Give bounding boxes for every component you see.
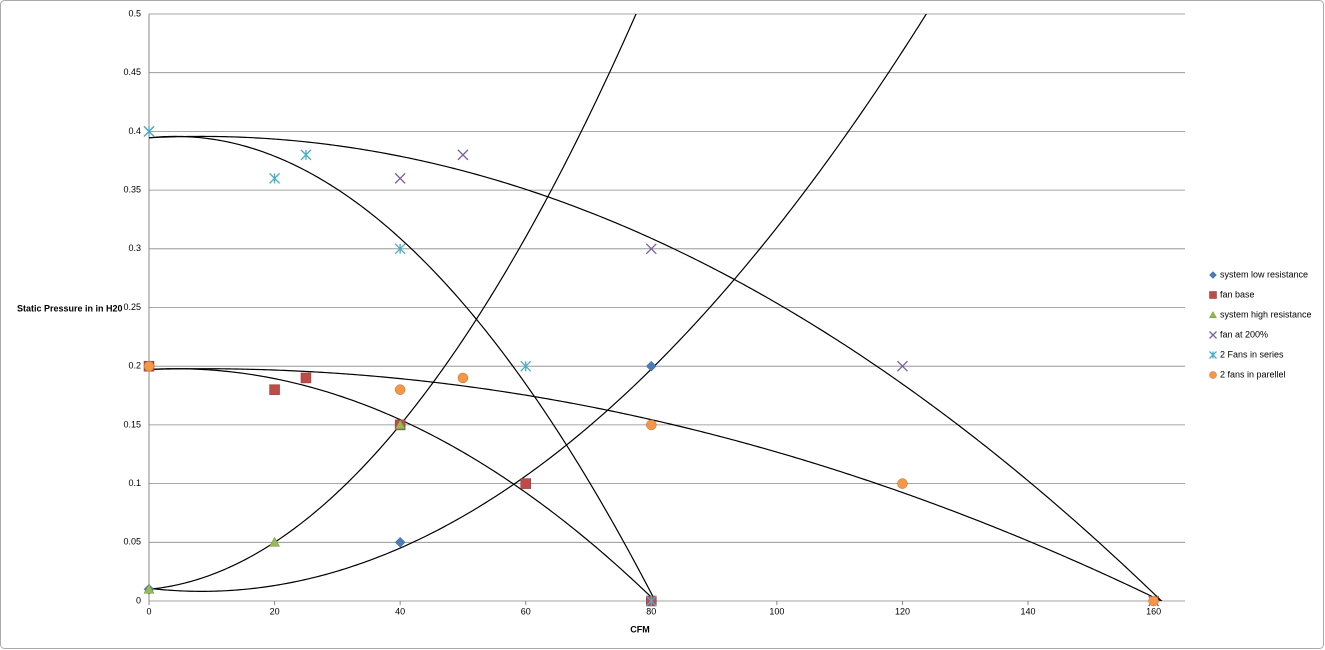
y-tick-label: 0.5 [128, 8, 141, 18]
square-marker [1209, 291, 1217, 299]
x-marker [645, 243, 657, 255]
x-tick-label: 100 [769, 606, 784, 616]
circle-marker [143, 360, 155, 372]
legend-label: fan at 200% [1220, 329, 1268, 339]
x-tick-label: 160 [1146, 606, 1161, 616]
triangle-marker [394, 419, 406, 430]
y-tick-label: 0.3 [128, 243, 141, 253]
x-tick-label: 40 [395, 606, 405, 616]
legend-label: system high resistance [1220, 309, 1312, 319]
square-marker [269, 384, 280, 395]
star-marker [269, 172, 281, 184]
circle-marker [646, 419, 657, 431]
y-axis-label: Static Pressure in in H20 [17, 303, 123, 313]
y-tick-label: 0.35 [123, 184, 141, 194]
trendline [149, 14, 927, 592]
y-tick-label: 0.25 [123, 302, 141, 312]
legend-label: system low resistance [1220, 269, 1308, 279]
diamond-marker [1209, 271, 1217, 279]
trendline [149, 368, 1163, 601]
star-marker [300, 149, 312, 161]
star-marker [645, 595, 657, 607]
circle-marker [897, 478, 908, 489]
y-tick-label: 0.45 [123, 67, 141, 77]
circle-marker [457, 372, 469, 384]
y-tick-label: 0.05 [123, 537, 141, 547]
legend-label: 2 Fans in series [1220, 349, 1284, 359]
x-marker [1209, 331, 1217, 339]
square-marker [520, 478, 531, 489]
star-marker [143, 125, 155, 137]
x-tick-label: 0 [146, 606, 151, 616]
x-tick-label: 80 [646, 606, 656, 616]
diamond-marker [645, 360, 657, 372]
x-tick-label: 60 [521, 606, 531, 616]
triangle-marker [1209, 310, 1217, 319]
y-tick-label: 0.15 [123, 419, 141, 429]
triangle-marker [269, 536, 281, 547]
trendline [149, 14, 637, 590]
x-marker [896, 360, 908, 372]
diamond-marker [394, 536, 406, 548]
trendline [149, 135, 655, 599]
trendline [149, 135, 1163, 601]
y-tick-label: 0.4 [128, 126, 141, 136]
star-marker [394, 243, 406, 255]
star-marker [1209, 351, 1217, 359]
x-tick-label: 120 [895, 606, 910, 616]
x-axis-label: CFM [630, 624, 650, 634]
x-marker [394, 172, 406, 184]
legend-label: 2 fans in parellel [1220, 369, 1286, 379]
y-tick-label: 0.1 [128, 478, 141, 488]
circle-marker [1148, 595, 1159, 607]
circle-marker [1209, 371, 1217, 379]
square-marker [300, 372, 312, 384]
y-tick-label: 0 [136, 595, 141, 605]
x-marker [457, 149, 469, 161]
triangle-marker [143, 583, 155, 594]
legend-label: fan base [1220, 289, 1255, 299]
trendlines [149, 14, 1163, 601]
x-tick-label: 20 [270, 606, 280, 616]
x-tick-label: 140 [1021, 606, 1036, 616]
circle-marker [394, 384, 406, 395]
star-marker [520, 360, 532, 372]
y-tick-label: 0.2 [128, 361, 141, 371]
